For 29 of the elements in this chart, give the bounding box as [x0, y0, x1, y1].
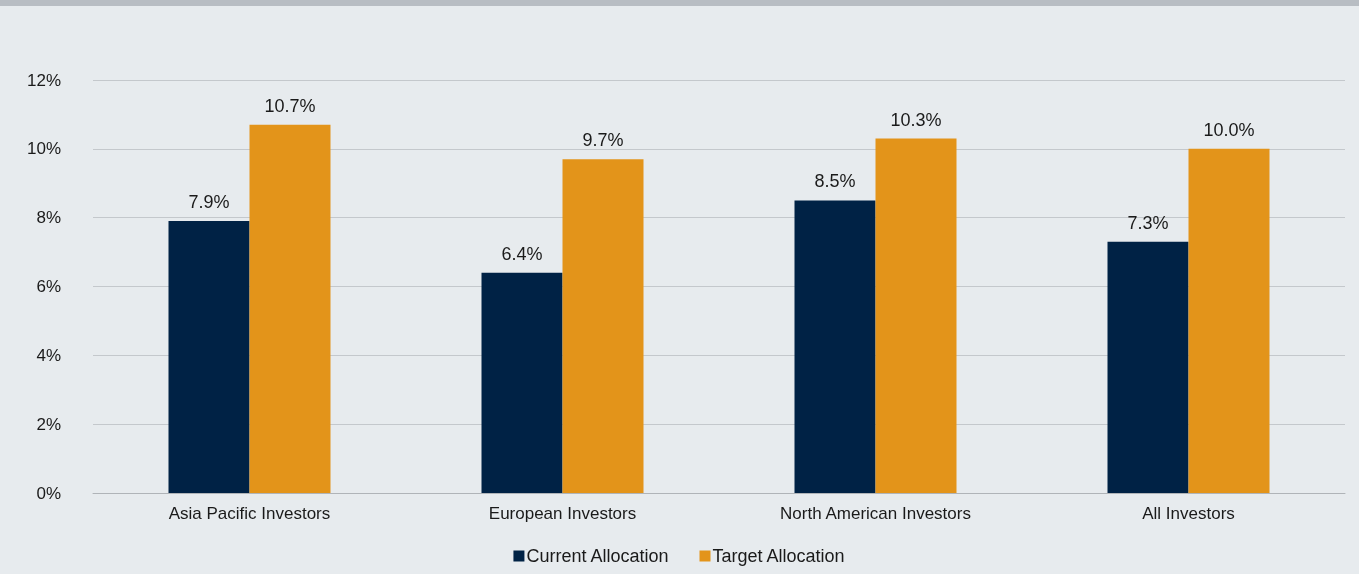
data-label: 10.0%: [1203, 119, 1255, 140]
legend-label: Target Allocation: [712, 546, 845, 566]
data-label: 10.7%: [264, 95, 316, 116]
x-tick-label: Asia Pacific Investors: [168, 504, 331, 523]
bar: [249, 124, 331, 493]
bar: [875, 138, 957, 493]
legend-label: Current Allocation: [526, 546, 669, 566]
data-label: 6.4%: [501, 243, 543, 264]
data-label: 7.3%: [1127, 212, 1169, 233]
data-label: 10.3%: [890, 109, 942, 130]
y-tick-label: 0%: [36, 483, 61, 503]
y-tick-label: 10%: [26, 139, 61, 159]
data-label: 7.9%: [188, 192, 230, 213]
x-tick-label: European Investors: [488, 504, 637, 523]
bar: [168, 221, 250, 493]
data-label: 8.5%: [814, 171, 856, 192]
y-tick-label: 12%: [26, 70, 61, 90]
data-label: 9.7%: [582, 130, 624, 151]
bar: [1107, 241, 1189, 493]
bar: [794, 200, 876, 493]
y-tick-label: 4%: [36, 345, 61, 365]
y-tick-label: 2%: [36, 414, 61, 434]
x-tick-label: North American Investors: [780, 504, 971, 523]
y-tick-label: 8%: [36, 208, 61, 228]
bar: [481, 272, 563, 493]
bar: [1188, 148, 1270, 493]
x-tick-label: All Investors: [1142, 504, 1235, 523]
bar: [562, 159, 644, 493]
y-tick-label: 6%: [36, 277, 61, 296]
